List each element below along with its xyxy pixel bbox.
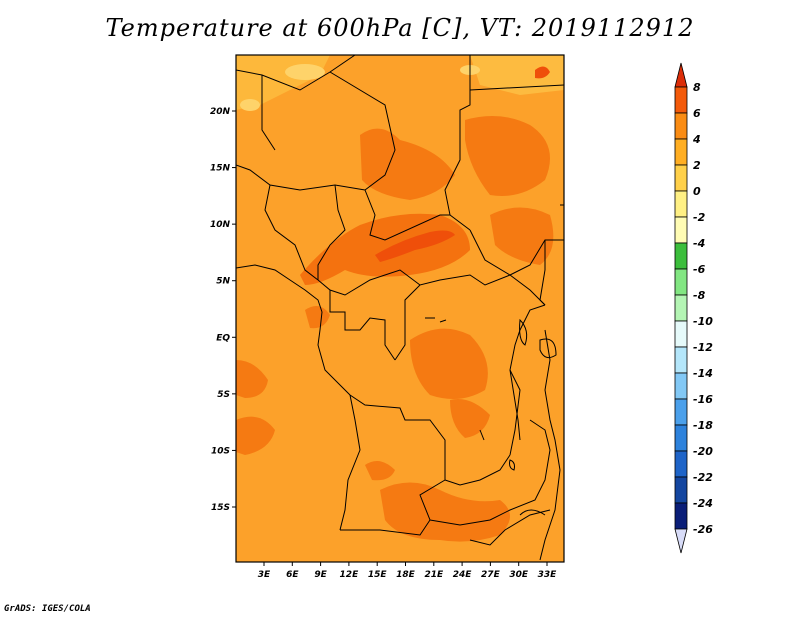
colorbar-label: -14: [693, 367, 713, 380]
x-tick-label: 9E: [314, 570, 327, 580]
x-tick-label: 27E: [481, 570, 501, 580]
warm-zone-zambia: [380, 482, 510, 542]
colorbar-bin: [674, 294, 688, 322]
warm-zone-congo-s: [450, 399, 490, 438]
colorbar-bin: [674, 190, 688, 218]
x-tick-label: 21E: [424, 570, 444, 580]
boundaries: [236, 55, 564, 561]
warm-zone-gabon: [305, 306, 330, 329]
warm-zone-sudan: [465, 116, 550, 196]
hot-spot-ne: [535, 66, 550, 79]
colorbar-bin: [674, 424, 688, 452]
colorbar-label: -4: [693, 237, 705, 250]
colorbar-bin: [674, 450, 688, 478]
y-tick-label: 20N: [210, 107, 231, 117]
colorbar-bin: [674, 476, 688, 504]
colorbar-label: -12: [693, 341, 713, 354]
y-tick-label: 5N: [216, 277, 230, 287]
y-axis: 20N 15N 10N 5N EQ 5S 10S 15S: [210, 107, 236, 513]
colorbar-label: 0: [693, 185, 701, 198]
warm-zone-angola-w: [236, 360, 268, 398]
y-tick-label: EQ: [216, 333, 230, 343]
colorbar-bin: [674, 346, 688, 374]
y-tick-label: 10S: [211, 446, 230, 456]
x-tick-label: 24E: [453, 570, 473, 580]
colorbar-bin: [674, 112, 688, 140]
colorbar-label: -26: [693, 523, 713, 536]
colorbar-bin: [674, 164, 688, 192]
colorbar-bin: [674, 242, 688, 270]
y-tick-label: 10N: [210, 220, 231, 230]
x-tick-label: 3E: [258, 570, 271, 580]
colorbar-bin: [674, 138, 688, 166]
colorbar-label: -18: [693, 419, 713, 432]
colorbar-label: -10: [693, 315, 713, 328]
colorbar-label: 6: [693, 107, 701, 120]
colorbar-label: -2: [693, 211, 706, 224]
colorbar-label: -6: [693, 263, 706, 276]
colorbar-label: 4: [692, 133, 701, 146]
x-tick-label: 6E: [286, 570, 299, 580]
x-tick-label: 30E: [509, 570, 529, 580]
warm-zone-car: [300, 213, 470, 285]
x-tick-label: 18E: [396, 570, 416, 580]
colorbar-label: -22: [693, 471, 713, 484]
map-frame: [235, 54, 565, 563]
colorbar-bin: [674, 502, 688, 530]
y-tick-label: 15S: [211, 503, 230, 513]
warm-zone-east: [490, 207, 554, 265]
colorbar-bin: [674, 216, 688, 244]
colorbar-label: -20: [693, 445, 713, 458]
x-tick-label: 12E: [340, 570, 360, 580]
warm-zone-chad: [360, 128, 455, 200]
hot-streak: [375, 230, 455, 262]
colorbar-label: -16: [693, 393, 713, 406]
chart-title: Temperature at 600hPa [C], VT: 201911291…: [105, 14, 695, 42]
colorbar-bin: [674, 398, 688, 426]
warm-zone-atlantic: [236, 416, 275, 455]
colorbar-bin: [674, 268, 688, 296]
cool-patch-ne: [470, 55, 564, 95]
x-axis: 3E 6E 9E 12E 15E 18E 21E 24E 27E 30E 33E: [258, 562, 557, 580]
colorbar-bin: [674, 320, 688, 348]
colorbar-top-arrow: [674, 62, 688, 88]
colorbar-label: -8: [693, 289, 706, 302]
colorbar-label: 8: [693, 81, 701, 94]
warm-zone-angola-s: [365, 461, 395, 481]
colorbar-bin: [674, 86, 688, 114]
colorbar-bottom-arrow: [674, 528, 688, 554]
colorbar: 8 6 4 2 0 -2 -4 -6 -8 -10 -12 -14 -16 -18 -20 -22 -24 -26: [674, 62, 713, 554]
colorbar-label: 2: [693, 159, 701, 172]
y-tick-label: 5S: [217, 390, 230, 400]
grads-credit: GrADS: IGES/COLA: [4, 604, 91, 614]
x-tick-label: 15E: [368, 570, 388, 580]
x-tick-label: 33E: [538, 570, 558, 580]
colorbar-bin: [674, 372, 688, 400]
temperature-field: [236, 55, 564, 562]
warm-zone-congo: [410, 328, 488, 399]
colorbar-label: -24: [693, 497, 713, 510]
y-tick-label: 15N: [210, 164, 231, 174]
